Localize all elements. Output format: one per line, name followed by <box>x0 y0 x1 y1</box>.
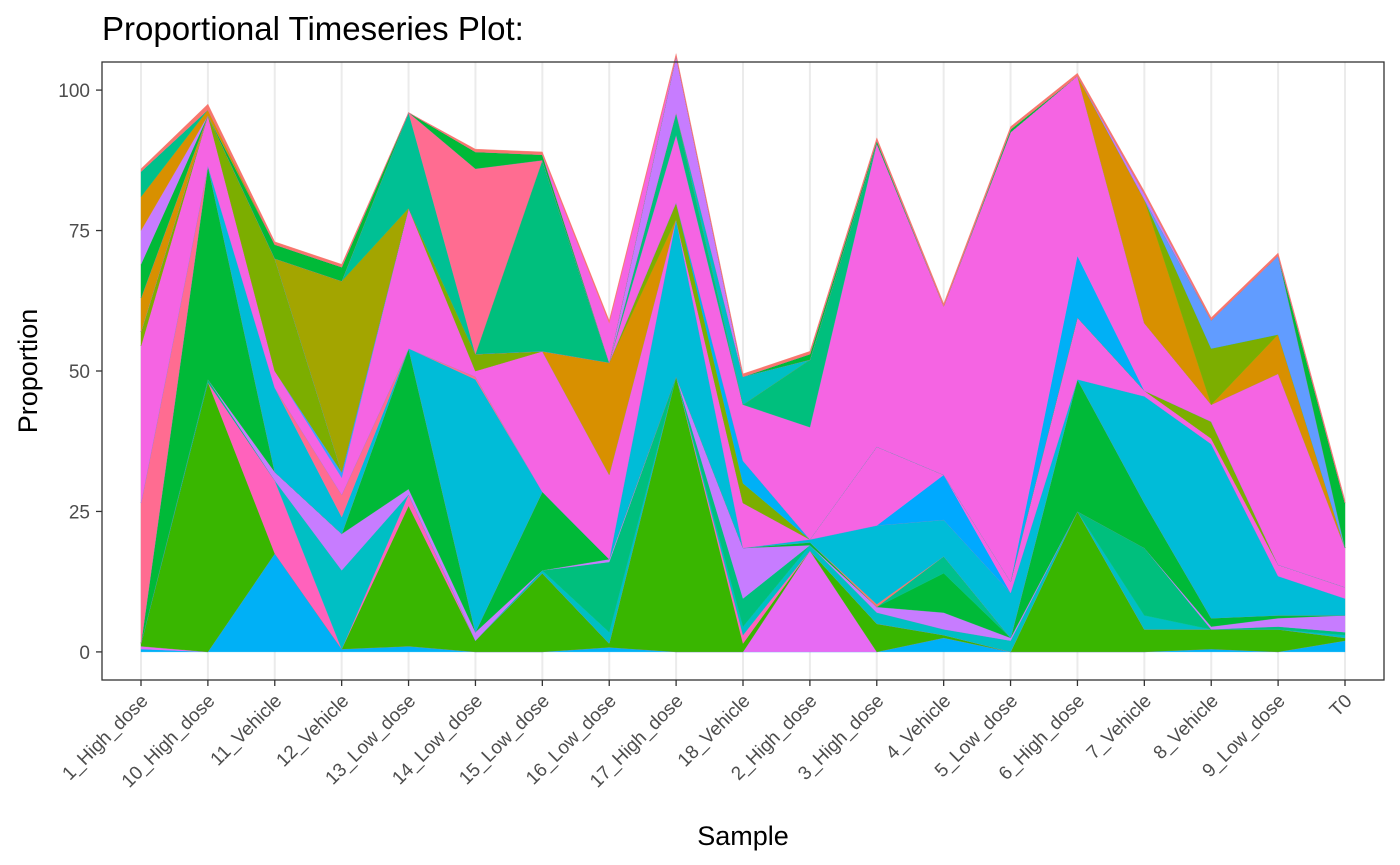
area-band-41 <box>140 53 1346 504</box>
y-tick-label: 50 <box>69 362 90 383</box>
y-axis: 0 25 50 75 100 <box>58 81 102 664</box>
y-axis-title: Proportion <box>13 309 43 434</box>
y-tick-label: 75 <box>69 222 90 243</box>
x-tick-label: T0 <box>1326 691 1357 722</box>
y-tick-label: 0 <box>79 643 90 664</box>
x-tick-label: 7_Vehicle <box>1083 691 1156 764</box>
area-bands <box>140 53 1346 653</box>
x-axis: 1_High_dose10_High_dose11_Vehicle12_Vehi… <box>59 680 1357 792</box>
chart-title: Proportional Timeseries Plot: <box>102 10 524 47</box>
x-axis-title: Sample <box>697 821 789 851</box>
y-tick-label: 100 <box>58 81 90 102</box>
y-tick-label: 25 <box>69 502 90 523</box>
